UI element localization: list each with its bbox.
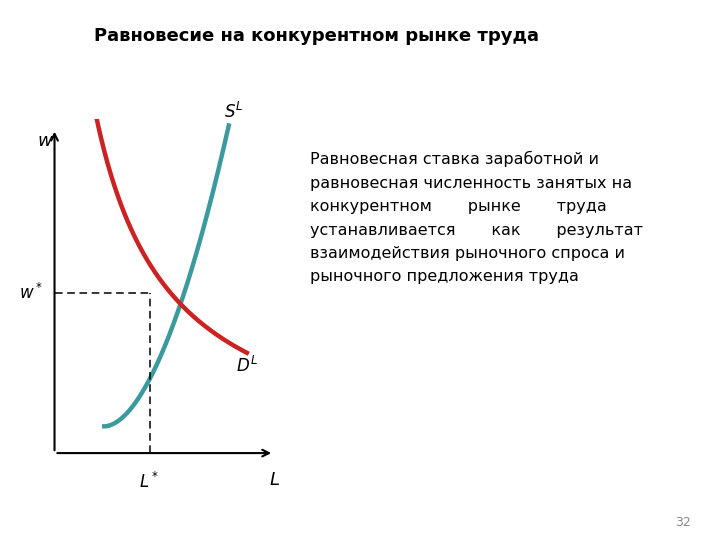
Text: 32: 32 xyxy=(675,516,691,529)
Text: Равновесная ставка заработной и
равновесная численность занятых на
конкурентном : Равновесная ставка заработной и равновес… xyxy=(310,151,643,285)
Text: $w$: $w$ xyxy=(37,132,54,150)
Text: $w^*$: $w^*$ xyxy=(19,282,43,303)
Text: $L$: $L$ xyxy=(269,471,279,489)
Text: $D^L$: $D^L$ xyxy=(235,356,257,376)
Text: $S^L$: $S^L$ xyxy=(224,102,244,122)
Text: Равновесие на конкурентном рынке труда: Равновесие на конкурентном рынке труда xyxy=(94,27,539,45)
Text: $L^*$: $L^*$ xyxy=(140,471,160,491)
